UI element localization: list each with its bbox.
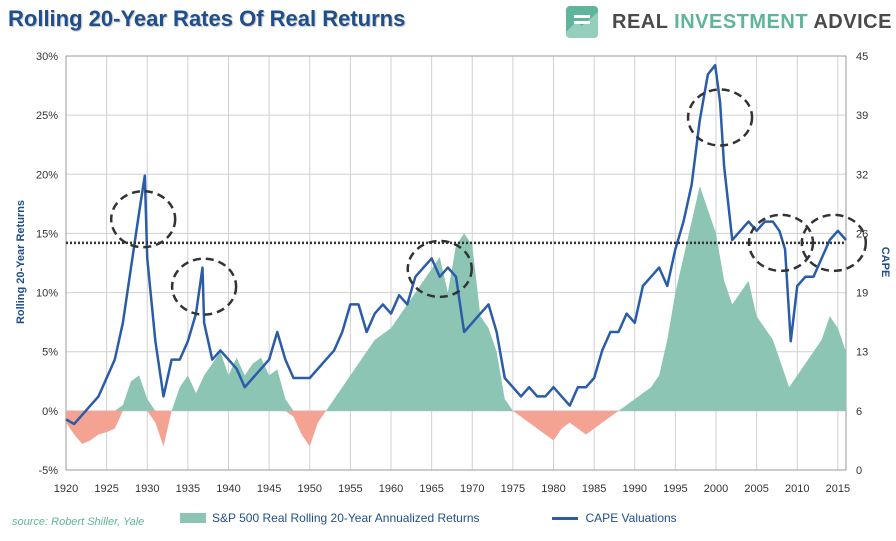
legend-swatch-line [551, 516, 578, 520]
x-tick-label: 1950 [298, 483, 322, 495]
brand-word-1: REAL [612, 10, 675, 33]
x-tick-label: 1955 [338, 483, 362, 495]
right-tick-label: 19 [856, 288, 868, 300]
highlight-circles [109, 88, 868, 316]
x-tick-label: 2010 [785, 483, 809, 495]
legend-label-returns: S&P 500 Real Rolling 20-Year Annualized … [212, 511, 480, 525]
left-tick-label: 30% [36, 51, 58, 63]
highlight-circle [686, 88, 754, 147]
legend-item-cape: CAPE Valuations [551, 511, 677, 525]
x-tick-label: 1965 [419, 483, 443, 495]
returns-area [66, 186, 846, 447]
cape-line [65, 63, 847, 426]
left-tick-label: 10% [36, 288, 58, 300]
right-tick-label: 0 [856, 465, 862, 477]
left-axis-ticks: -5% 0% 5% 10% 15% 20% 25% 30% [36, 51, 58, 477]
right-axis-ticks: 0 6 13 19 26 32 39 45 [856, 51, 868, 477]
right-tick-label: 32 [856, 169, 868, 181]
x-tick-label: 1975 [501, 483, 525, 495]
source-note: source: Robert Shiller, Yale [12, 516, 145, 528]
x-tick-label: 1960 [379, 483, 403, 495]
x-tick-label: 2015 [826, 483, 850, 495]
brand-mark-icon [566, 6, 598, 38]
highlight-circle [109, 189, 177, 249]
highlight-circle [800, 213, 868, 273]
cape-valuations-line [65, 63, 847, 426]
returns-area-positive [66, 186, 846, 411]
x-tick-label: 1980 [541, 483, 565, 495]
x-tick-label: 1970 [460, 483, 484, 495]
left-tick-label: 0% [42, 406, 58, 418]
x-tick-label: 1985 [582, 483, 606, 495]
plot-border [65, 55, 847, 471]
left-tick-label: -5% [38, 465, 58, 477]
highlight-circle [406, 239, 473, 299]
x-tick-label: 1925 [94, 483, 118, 495]
brand-word-2: INVESTMENT [674, 10, 809, 33]
left-tick-label: 25% [36, 110, 58, 122]
right-tick-label: 26 [856, 228, 868, 240]
x-tick-label: 1945 [257, 483, 281, 495]
x-tick-label: 1990 [623, 483, 647, 495]
legend-item-returns: S&P 500 Real Rolling 20-Year Annualized … [180, 511, 480, 525]
x-tick-label: 1995 [663, 483, 687, 495]
legend-swatch-area [180, 513, 206, 523]
left-tick-label: 15% [36, 228, 58, 240]
left-tick-label: 20% [36, 169, 58, 181]
legend-label-cape: CAPE Valuations [585, 511, 677, 525]
returns-area-negative [66, 410, 846, 447]
highlight-circle [170, 257, 238, 316]
left-axis-title: Rolling 20-Year Returns [15, 200, 27, 324]
x-tick-label: 1930 [135, 483, 159, 495]
legend: S&P 500 Real Rolling 20-Year Annualized … [180, 510, 749, 526]
x-tick-label: 2000 [704, 483, 728, 495]
x-tick-label: 1920 [54, 483, 78, 495]
right-tick-label: 6 [856, 406, 862, 418]
x-tick-label: 1935 [176, 483, 200, 495]
right-tick-label: 39 [856, 110, 868, 122]
highlight-circle [747, 213, 815, 273]
left-tick-label: 5% [42, 347, 58, 359]
x-axis-ticks: 1920 1925 1930 1935 1940 1945 1950 1955 1960 1965… [54, 483, 850, 495]
brand-name: REAL INVESTMENT ADVICE [612, 11, 892, 34]
right-tick-label: 45 [856, 51, 868, 63]
brand-logo: REAL INVESTMENT ADVICE [566, 4, 892, 40]
x-tick-label: 2005 [744, 483, 768, 495]
x-tick-label: 1940 [216, 483, 240, 495]
chart-title: Rolling 20-Year Rates Of Real Returns [8, 6, 406, 31]
right-axis-title: CAPE [879, 247, 891, 278]
brand-word-3: ADVICE [808, 10, 892, 33]
right-tick-label: 13 [856, 347, 868, 359]
